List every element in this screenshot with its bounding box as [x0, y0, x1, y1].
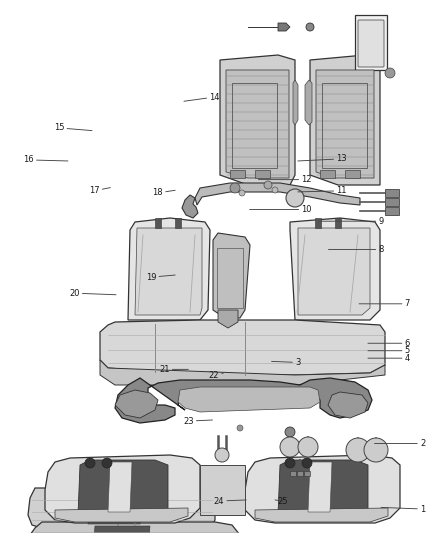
- Text: 18: 18: [152, 189, 175, 197]
- Polygon shape: [226, 70, 289, 178]
- Circle shape: [215, 448, 229, 462]
- Polygon shape: [108, 462, 132, 512]
- Circle shape: [85, 458, 95, 468]
- Polygon shape: [278, 23, 290, 31]
- Polygon shape: [135, 228, 202, 315]
- Bar: [335, 218, 341, 228]
- Bar: [385, 207, 399, 215]
- Circle shape: [306, 23, 314, 31]
- Text: 20: 20: [69, 289, 116, 297]
- Text: 5: 5: [368, 346, 410, 355]
- Text: 7: 7: [359, 300, 410, 308]
- Circle shape: [285, 458, 295, 468]
- Circle shape: [272, 187, 278, 193]
- Circle shape: [285, 427, 295, 437]
- Circle shape: [385, 68, 395, 78]
- Circle shape: [298, 437, 318, 457]
- Bar: [297, 471, 303, 476]
- Bar: [175, 218, 181, 228]
- Polygon shape: [93, 526, 150, 533]
- Text: 6: 6: [368, 339, 410, 348]
- Circle shape: [239, 190, 245, 196]
- Text: 4: 4: [368, 354, 410, 362]
- Polygon shape: [305, 80, 312, 125]
- Polygon shape: [78, 460, 168, 515]
- Bar: [320, 170, 335, 178]
- Circle shape: [264, 181, 272, 189]
- Text: 11: 11: [298, 187, 347, 195]
- Text: 1: 1: [381, 505, 425, 513]
- Bar: [255, 170, 270, 178]
- Polygon shape: [28, 488, 215, 530]
- Polygon shape: [200, 465, 245, 515]
- Circle shape: [286, 189, 304, 207]
- Bar: [385, 198, 399, 206]
- Polygon shape: [290, 218, 380, 320]
- Polygon shape: [195, 183, 360, 205]
- Bar: [345, 170, 360, 178]
- Text: 19: 19: [146, 273, 175, 281]
- Text: 10: 10: [250, 205, 312, 214]
- Bar: [230, 170, 245, 178]
- Circle shape: [364, 438, 388, 462]
- Polygon shape: [178, 387, 320, 412]
- Text: 15: 15: [54, 124, 92, 132]
- Polygon shape: [218, 310, 238, 328]
- Text: 23: 23: [183, 417, 212, 425]
- Bar: [155, 218, 161, 228]
- Circle shape: [280, 437, 300, 457]
- Text: 16: 16: [23, 156, 68, 164]
- Polygon shape: [220, 55, 295, 185]
- Polygon shape: [308, 462, 332, 512]
- Circle shape: [237, 425, 243, 431]
- Text: 12: 12: [258, 175, 312, 184]
- Text: 14: 14: [184, 93, 220, 101]
- Circle shape: [302, 458, 312, 468]
- Text: 24: 24: [214, 497, 246, 505]
- Bar: [322, 83, 367, 168]
- Text: 17: 17: [89, 187, 110, 195]
- Polygon shape: [278, 460, 368, 515]
- Text: 3: 3: [272, 358, 300, 367]
- Text: 25: 25: [275, 497, 288, 505]
- Polygon shape: [55, 508, 188, 522]
- Polygon shape: [115, 378, 372, 423]
- Bar: [290, 471, 296, 476]
- Polygon shape: [213, 233, 250, 318]
- Polygon shape: [115, 390, 158, 418]
- Circle shape: [102, 458, 112, 468]
- Polygon shape: [182, 195, 198, 218]
- Bar: [355, 15, 387, 70]
- Bar: [315, 218, 321, 228]
- Polygon shape: [255, 508, 388, 522]
- Polygon shape: [100, 320, 385, 375]
- Text: 2: 2: [374, 439, 425, 448]
- Bar: [217, 248, 243, 308]
- Circle shape: [346, 438, 370, 462]
- Polygon shape: [293, 80, 298, 125]
- Text: 13: 13: [298, 155, 347, 163]
- FancyBboxPatch shape: [358, 20, 384, 67]
- Text: 8: 8: [328, 245, 384, 254]
- Polygon shape: [128, 218, 210, 320]
- Polygon shape: [30, 522, 240, 533]
- Polygon shape: [88, 492, 142, 524]
- Polygon shape: [310, 55, 380, 185]
- Polygon shape: [245, 455, 400, 523]
- Polygon shape: [316, 70, 374, 178]
- Circle shape: [230, 183, 240, 193]
- Polygon shape: [100, 360, 385, 385]
- Polygon shape: [328, 392, 368, 418]
- Polygon shape: [45, 455, 200, 523]
- Text: 22: 22: [208, 371, 223, 379]
- Polygon shape: [298, 228, 370, 315]
- Text: 9: 9: [320, 217, 384, 225]
- Text: 21: 21: [159, 365, 188, 374]
- Bar: [232, 83, 277, 168]
- Bar: [385, 189, 399, 197]
- Bar: [304, 471, 310, 476]
